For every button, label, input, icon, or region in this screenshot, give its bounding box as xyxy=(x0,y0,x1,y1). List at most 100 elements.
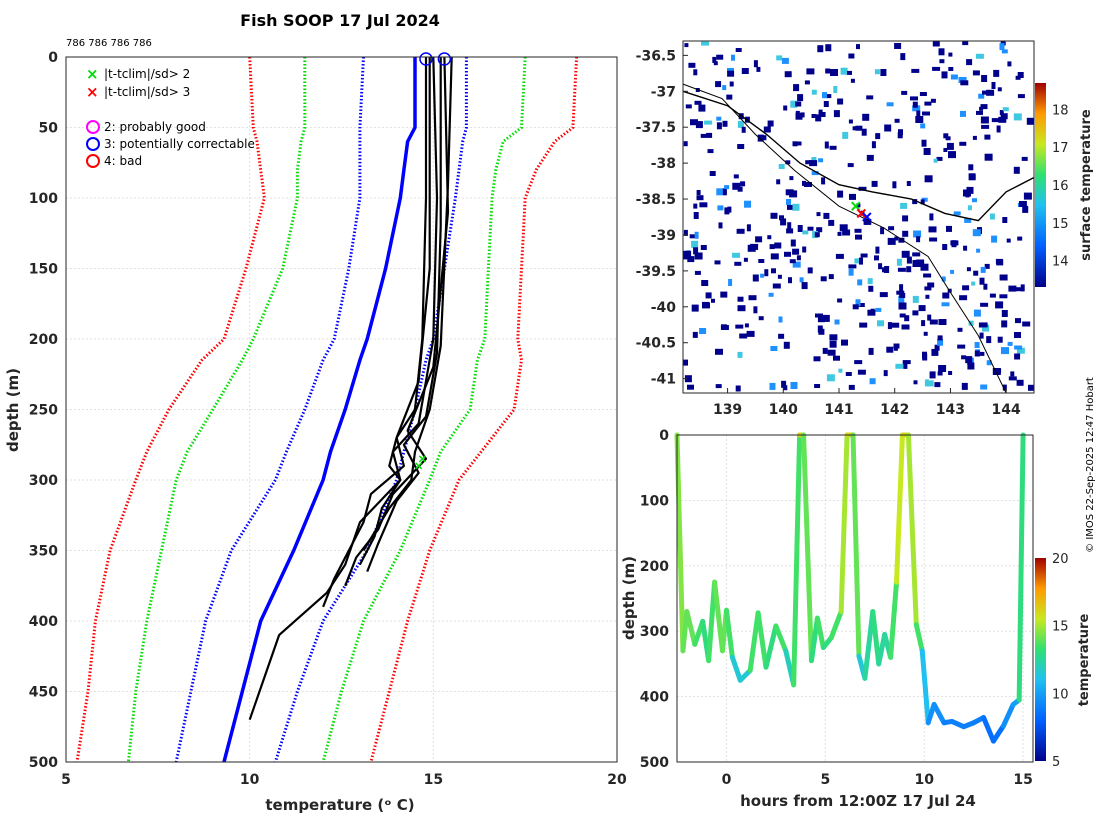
sst-pixel xyxy=(824,141,829,149)
sst-pixel xyxy=(886,346,894,353)
envelope--2sd xyxy=(174,56,365,763)
legend-marker-red xyxy=(86,154,100,168)
sst-pixel xyxy=(921,320,926,327)
sst-pixel xyxy=(948,371,953,375)
sst-pixel xyxy=(866,154,874,161)
sst-pixel xyxy=(748,295,757,301)
sst-pixel xyxy=(839,224,848,232)
timeseries-segment xyxy=(801,432,814,664)
sst-pixel xyxy=(769,244,775,250)
sst-pixel xyxy=(991,235,998,243)
sst-pixel xyxy=(1013,113,1022,121)
sst-pixel xyxy=(778,164,785,169)
sst-pixel xyxy=(950,269,955,274)
timeseries-segment xyxy=(838,432,850,615)
sst-pixel xyxy=(932,66,941,71)
timeseries-segment xyxy=(905,432,919,628)
profile-x-ticks: 5 10 15 20 xyxy=(61,772,627,788)
sst-pixel xyxy=(683,359,688,366)
sst-pixel xyxy=(901,90,908,95)
sst-pixel xyxy=(874,255,879,261)
sst-pixel xyxy=(718,222,723,229)
sst-pixel xyxy=(916,236,921,243)
sst-pixel xyxy=(771,268,776,274)
map-y-tick: -41 xyxy=(651,372,676,388)
sst-pixel xyxy=(821,177,826,185)
sst-pixel xyxy=(942,244,948,250)
sst-pixel xyxy=(884,124,892,132)
sst-pixel xyxy=(875,246,880,254)
sst-pixel xyxy=(950,74,958,80)
sst-pixel xyxy=(833,86,838,93)
legend-q2: 2: probably good xyxy=(104,120,206,134)
sst-pixel xyxy=(726,94,733,100)
sst-pixel xyxy=(924,175,933,183)
sst-pixel xyxy=(895,363,904,369)
sst-pixel xyxy=(894,118,900,123)
sst-pixel xyxy=(796,255,801,261)
sst-pixel xyxy=(1001,310,1008,317)
sst-pixel xyxy=(692,331,698,338)
sst-pixel xyxy=(1014,287,1023,292)
sst-pixel xyxy=(758,316,764,321)
sst-pixel xyxy=(927,282,935,288)
sst-pixel xyxy=(811,89,817,95)
sst-pixel xyxy=(923,148,931,155)
sst-pixel xyxy=(902,360,911,365)
sst-pixel xyxy=(829,340,837,348)
sst-pixel xyxy=(837,298,843,303)
sst-pixel xyxy=(1002,107,1009,112)
sst-pixel xyxy=(920,263,929,271)
sst-pixel xyxy=(920,123,926,129)
map-x-tick: 141 xyxy=(824,402,853,418)
sst-pixel xyxy=(929,371,936,379)
sst-pixel xyxy=(785,160,791,165)
sst-pixel xyxy=(789,190,798,198)
sst-pixel xyxy=(856,203,861,208)
sst-pixel xyxy=(789,176,794,181)
sst-pixel xyxy=(714,260,721,265)
flag-circle xyxy=(419,52,433,66)
sst-pixel xyxy=(896,258,902,266)
sst-pixel xyxy=(822,92,827,99)
sst-pixel xyxy=(996,125,1001,133)
sst-pixel xyxy=(923,331,928,336)
sst-pixel xyxy=(838,368,843,373)
sst-pixel xyxy=(870,308,875,314)
sst-pixel xyxy=(783,341,790,349)
sst-pixel xyxy=(804,182,812,187)
sst-pixel xyxy=(973,270,979,276)
sst-pixel xyxy=(975,53,984,59)
sst-pixel xyxy=(882,267,886,273)
sst-pixel xyxy=(980,302,989,307)
sst-pixel xyxy=(757,134,764,142)
sst-pixel xyxy=(936,156,943,161)
sst-pixel xyxy=(906,256,912,264)
sst-pixel xyxy=(877,320,884,327)
sst-pixel xyxy=(746,224,751,232)
sst-pixel xyxy=(943,133,949,139)
sst-pixel xyxy=(1001,320,1008,328)
sst-pixel xyxy=(966,59,973,66)
timeseries-y-label: depth (m) xyxy=(620,556,638,640)
sst-pixel xyxy=(696,195,704,201)
sst-pixel xyxy=(716,54,724,60)
sst-pixel xyxy=(815,313,823,318)
surface-colorbar-label: surface temperature xyxy=(1079,109,1094,261)
timeseries-segment xyxy=(990,723,1006,744)
sst-pixel xyxy=(741,68,749,74)
sst-pixel xyxy=(866,95,874,100)
sst-pixel xyxy=(927,314,932,321)
sst-pixel xyxy=(1021,156,1028,161)
sst-pixel xyxy=(699,328,707,334)
map-y-tick: -38.5 xyxy=(636,192,676,208)
chart-title: Fish SOOP 17 Jul 2024 xyxy=(240,11,440,30)
sst-pixel xyxy=(1022,321,1031,327)
sst-pixel xyxy=(818,112,826,117)
sst-pixel xyxy=(878,263,883,270)
sst-pixel xyxy=(693,212,699,219)
sst-pixel xyxy=(685,104,692,109)
sst-pixel xyxy=(883,370,888,377)
sst-pixel xyxy=(688,62,696,68)
climatology-envelopes xyxy=(75,56,579,763)
